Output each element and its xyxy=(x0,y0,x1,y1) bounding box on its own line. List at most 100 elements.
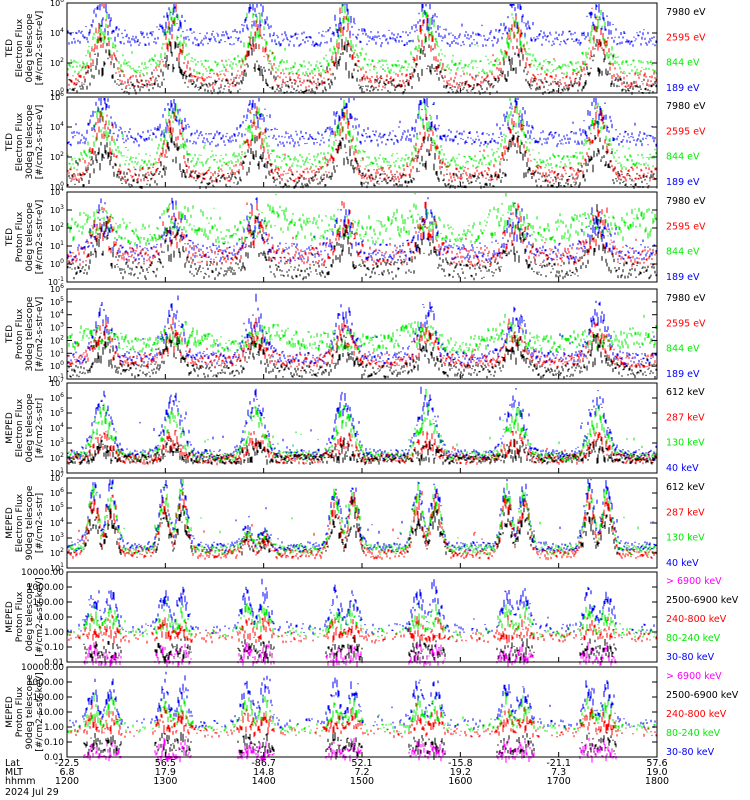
y-tick-label: 104 xyxy=(50,186,64,197)
y-tick-label: 10000.00 xyxy=(21,663,64,673)
y-tick-label: 102 xyxy=(50,151,64,162)
y-tick-label: 105 xyxy=(50,502,64,513)
legend-entry: 30-80 keV xyxy=(666,747,715,758)
x-tick-mlt: 7.3 xyxy=(551,767,566,778)
x-tick-mlt: 6.8 xyxy=(59,767,74,778)
x-tick-lat: -22.5 xyxy=(55,758,80,769)
y-axis-label-line: MEPED xyxy=(5,507,15,539)
x-tick-mlt: 7.2 xyxy=(354,767,369,778)
y-tick-label: 10-1 xyxy=(48,276,64,287)
legend-entry: 287 keV xyxy=(666,507,705,518)
x-row-label: MLT xyxy=(5,767,23,778)
series-2595-ev-trace xyxy=(66,106,658,183)
y-axis-label-line: [#/cm2-s-str-eV] xyxy=(35,200,45,275)
y-axis-label: TED Electron Flux 30deg telescope [#/cm2-s-… xyxy=(5,104,45,179)
y-axis-label: MEPED Electron Flux 0deg telescope [#/cm2-s… xyxy=(5,393,45,463)
y-tick-label: 100.00 xyxy=(33,693,65,703)
y-axis-label-line: Proton Flux xyxy=(15,211,25,262)
legend-entry: 612 keV xyxy=(666,482,705,493)
y-tick-label: 100.00 xyxy=(33,598,65,608)
legend-entry: 30-80 keV xyxy=(666,652,715,663)
legend-entry: 189 eV xyxy=(666,369,700,380)
y-tick-label: 0.01 xyxy=(44,658,64,668)
x-tick-lat: 57.6 xyxy=(646,758,667,769)
y-tick-label: 104 xyxy=(50,422,64,433)
x-tick-hhmm: 1400 xyxy=(252,776,276,787)
y-tick-label: 102 xyxy=(50,547,64,558)
panel-1: 100 102 104 106 TED Electron Flux 0deg telesco… xyxy=(5,0,706,98)
legend-entry: 130 keV xyxy=(666,533,705,544)
y-tick-label: 106 xyxy=(50,487,64,498)
y-tick-label: 106 xyxy=(50,283,64,294)
x-tick-mlt: 14.8 xyxy=(253,767,274,778)
y-tick-label: 102 xyxy=(50,57,64,68)
x-tick-lat: 52.1 xyxy=(351,758,372,769)
y-axis-label: MEPED Proton Flux 0deg telescope [#/cm2-s-s… xyxy=(5,577,45,656)
y-axis-label-line: TED xyxy=(5,325,15,344)
y-axis-label-line: MEPED xyxy=(5,412,15,444)
panel-6: 101 102 103 104 105 106 107 MEPED Electron Flux 9… xyxy=(5,472,705,573)
y-tick-label: 100 xyxy=(50,181,64,192)
y-axis-label-line: MEPED xyxy=(5,696,15,728)
legend-entry: 40 keV xyxy=(666,558,699,569)
series-189-ev-trace xyxy=(66,4,658,48)
y-axis-label-line: 0deg telescope xyxy=(25,13,35,83)
y-tick-label: 1000.00 xyxy=(27,583,64,593)
x-tick-hhmm: 1500 xyxy=(350,776,374,787)
y-axis-label-line: [#/cm2-s-str-keV] xyxy=(35,672,45,751)
legend-entry: > 6900 keV xyxy=(666,576,722,587)
y-tick-label: 103 xyxy=(50,437,64,448)
legend-entry: 2595 eV xyxy=(666,126,706,137)
series-844-ev-trace xyxy=(66,193,658,246)
y-tick-label: 101 xyxy=(50,467,64,478)
legend-entry: 240-800 keV xyxy=(666,709,727,720)
y-axis-label-line: Proton Flux xyxy=(15,686,25,737)
legend-entry: 240-800 keV xyxy=(666,614,727,625)
x-row-label: Lat xyxy=(5,758,20,769)
series-130-kev-trace xyxy=(66,479,658,556)
legend-entry: 2595 eV xyxy=(666,32,706,43)
y-axis-label-line: [#/cm2-s-str] xyxy=(35,398,45,458)
legend-entry: 2500-6900 keV xyxy=(666,595,739,606)
x-tick-hhmm: 1700 xyxy=(547,776,571,787)
x-tick-hhmm: 1600 xyxy=(448,776,472,787)
y-tick-label: 1.00 xyxy=(44,723,64,733)
y-axis-label-line: Electron Flux xyxy=(15,493,25,552)
y-tick-label: 10-1 xyxy=(48,373,64,384)
y-tick-label: 10000.00 xyxy=(21,568,64,578)
y-axis-label-line: [#/cm2-s-str-eV] xyxy=(35,297,45,372)
y-axis-label-line: 30deg telescope xyxy=(25,296,35,371)
legend-entry: 189 eV xyxy=(666,83,700,94)
y-axis-label-line: [#/cm2-s-str-eV] xyxy=(35,11,45,86)
legend-entry: 80-240 keV xyxy=(666,633,721,644)
series-80-240-kev-trace xyxy=(66,691,656,735)
y-axis-label-line: 0deg telescope xyxy=(25,393,35,463)
panel-2: 100 102 104 106 TED Electron Flux 30deg telesc… xyxy=(5,91,706,192)
x-tick-mlt: 19.2 xyxy=(450,767,471,778)
legend-entry: 80-240 keV xyxy=(666,728,721,739)
x-tick-hhmm: 1800 xyxy=(645,776,669,787)
y-axis-label-line: 90deg telescope xyxy=(25,485,35,560)
y-axis-label-line: Electron Flux xyxy=(15,398,25,457)
y-axis-label-line: Electron Flux xyxy=(15,112,25,171)
series-612-kev-trace xyxy=(83,496,618,556)
panel-8: 0.010.101.0010.00100.001000.0010000.00ME… xyxy=(5,663,739,763)
y-tick-label: 10.00 xyxy=(38,613,64,623)
y-axis-label: MEPED Proton Flux 90deg telescope [#/cm2-s-… xyxy=(5,672,45,751)
legend-entry: 7980 eV xyxy=(666,196,706,207)
legend-entry: 287 keV xyxy=(666,412,705,423)
y-axis-label-line: 90deg telescope xyxy=(25,674,35,749)
y-tick-label: 103 xyxy=(50,532,64,543)
series-844-ev-trace xyxy=(66,313,658,355)
legend-entry: 2500-6900 keV xyxy=(666,690,739,701)
x-tick-lat: 56.5 xyxy=(155,758,176,769)
y-tick-label: 100 xyxy=(50,360,64,371)
legend-entry: 40 keV xyxy=(666,463,699,474)
y-tick-label: 105 xyxy=(50,296,64,307)
series-189-ev-trace xyxy=(66,98,658,148)
panel-3: 10-1 100 101 102 103 104 TED Proton Flux 0deg te… xyxy=(5,186,706,287)
y-axis-label-line: TED xyxy=(5,133,15,152)
y-tick-label: 10.00 xyxy=(38,708,64,718)
legend-entry: 2595 eV xyxy=(666,221,706,232)
